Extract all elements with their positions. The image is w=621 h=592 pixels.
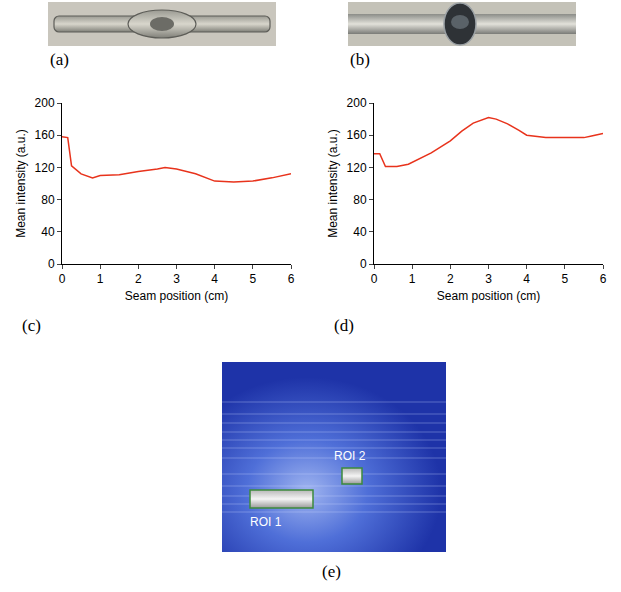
html-text:(b): (b) [350,50,370,69]
svg-text:3: 3 [485,272,492,286]
svg-text:4: 4 [523,272,530,286]
svg-text:ROI 1: ROI 1 [250,515,282,529]
svg-text:6: 6 [600,272,607,286]
html-text:(d): (d) [334,316,354,335]
svg-text:2: 2 [135,272,142,286]
svg-text:200: 200 [35,96,55,110]
svg-text:Seam position (cm): Seam position (cm) [437,289,540,303]
svg-text:160: 160 [347,128,367,142]
svg-text:Mean intensity (a.u.): Mean intensity (a.u.) [326,129,340,238]
svg-text:160: 160 [35,128,55,142]
svg-text:ROI 2: ROI 2 [334,449,366,463]
svg-text:Mean intensity (a.u.): Mean intensity (a.u.) [14,129,28,238]
svg-text:1: 1 [97,272,104,286]
svg-text:4: 4 [211,272,218,286]
svg-text:2: 2 [447,272,454,286]
svg-text:40: 40 [41,225,55,239]
svg-text:120: 120 [35,161,55,175]
svg-text:Seam position (cm): Seam position (cm) [125,289,228,303]
svg-text:1: 1 [409,272,416,286]
svg-text:0: 0 [371,272,378,286]
svg-text:40: 40 [353,225,367,239]
svg-text:3: 3 [173,272,180,286]
svg-text:80: 80 [41,193,55,207]
svg-text:5: 5 [249,272,256,286]
svg-text:0: 0 [59,272,66,286]
svg-text:5: 5 [561,272,568,286]
html-text:(c): (c) [22,316,41,335]
svg-text:0: 0 [360,257,367,271]
svg-text:0: 0 [48,257,55,271]
svg-text:120: 120 [347,161,367,175]
html-text:(e): (e) [322,562,341,581]
svg-text:200: 200 [347,96,367,110]
svg-text:6: 6 [288,272,295,286]
html-text:(a): (a) [50,50,69,69]
svg-text:80: 80 [353,193,367,207]
